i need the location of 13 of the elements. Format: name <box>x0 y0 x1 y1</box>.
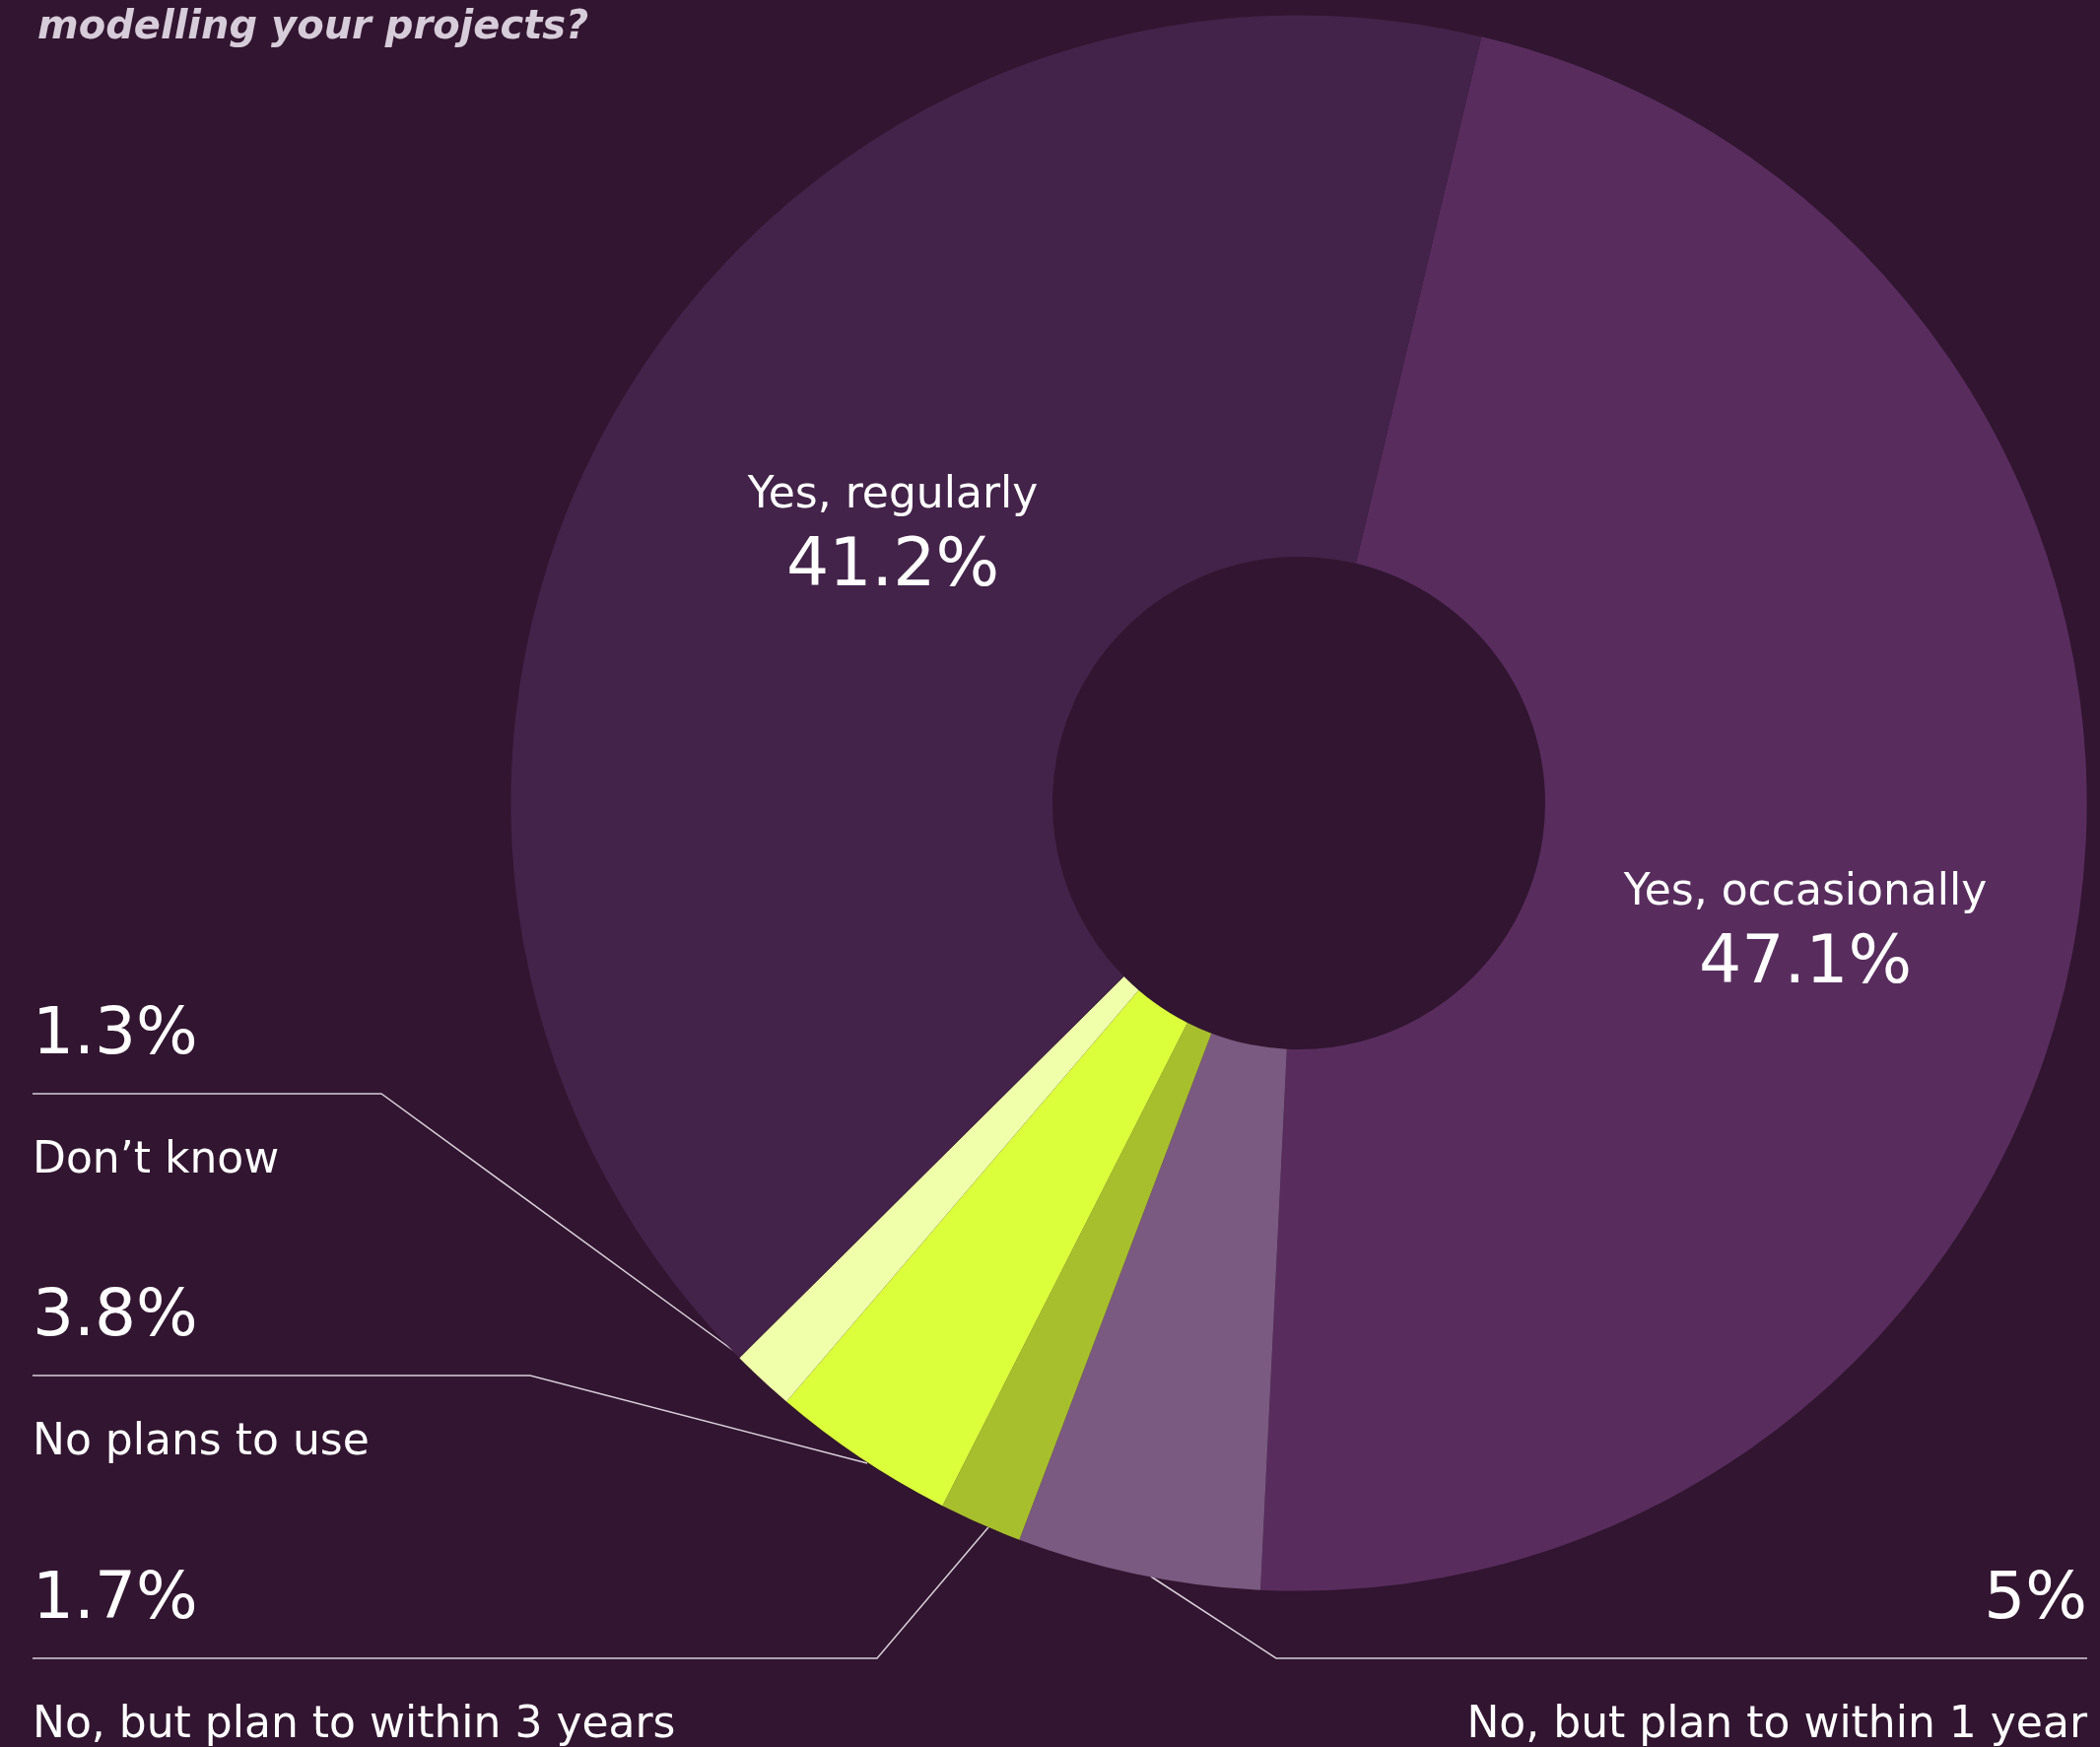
data-label: 5% <box>1984 1557 2087 1634</box>
data-label: 41.2% <box>785 522 1000 601</box>
data-label: 47.1% <box>1698 919 1913 998</box>
data-label: 1.7% <box>33 1557 198 1634</box>
slice-label: No, but plan to within 3 years <box>33 1696 676 1747</box>
slice-label: Don’t know <box>33 1131 280 1182</box>
slice-label: No plans to use <box>33 1413 370 1464</box>
data-label: 3.8% <box>33 1274 198 1351</box>
slice-label: Yes, regularly <box>746 466 1039 517</box>
slice-label: No, but plan to within 1 year <box>1466 1696 2088 1747</box>
chart-title: modelling your projects? <box>37 2 589 47</box>
slice-label: Yes, occasionally <box>1622 863 1988 914</box>
data-label: 1.3% <box>33 992 198 1069</box>
